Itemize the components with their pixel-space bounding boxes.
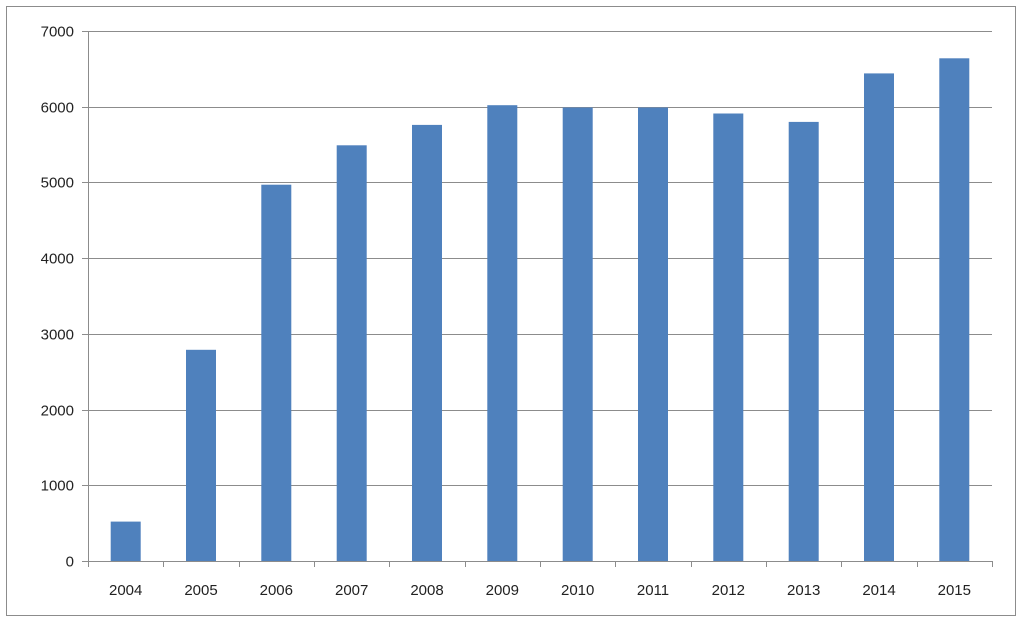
bar-2011 xyxy=(638,107,668,561)
bar-2013 xyxy=(788,121,819,562)
y-tick-label: 5000 xyxy=(41,175,74,192)
bar-2015 xyxy=(939,58,970,562)
bar-2009 xyxy=(487,105,518,561)
bar-2012 xyxy=(713,113,744,561)
bars xyxy=(110,58,970,562)
y-tick-label: 0 xyxy=(66,554,74,571)
y-tick-label: 2000 xyxy=(41,403,74,420)
x-tick-labels: 2004 2005 2006 2007 2008 2009 2010 2011 2012 2013… xyxy=(109,582,971,599)
x-tick-label: 2009 xyxy=(486,582,519,599)
x-tick-label: 2011 xyxy=(637,582,669,599)
bar-2007 xyxy=(336,145,367,562)
bar-2006 xyxy=(261,184,292,561)
x-tick-label: 2013 xyxy=(787,582,820,599)
x-tick-label: 2007 xyxy=(335,582,368,599)
y-tick-label: 3000 xyxy=(41,327,74,344)
x-tick-label: 2010 xyxy=(561,582,594,599)
bar-2004 xyxy=(110,521,141,561)
gridlines xyxy=(88,31,992,486)
x-tick-label: 2008 xyxy=(410,582,443,599)
chart-frame: 0 1000 2000 3000 4000 5000 6000 7000 2004 2005 20… xyxy=(6,6,1016,616)
axes xyxy=(82,31,993,567)
x-tick-label: 2005 xyxy=(184,582,217,599)
y-tick-labels: 0 1000 2000 3000 4000 5000 6000 7000 xyxy=(41,24,74,571)
y-tick-label: 1000 xyxy=(41,478,74,495)
x-tick-label: 2015 xyxy=(938,582,971,599)
bar-2008 xyxy=(412,124,442,562)
x-tick-label: 2012 xyxy=(712,582,745,599)
bar-2005 xyxy=(186,349,216,561)
y-tick-label: 4000 xyxy=(41,251,74,268)
y-tick-label: 6000 xyxy=(41,100,74,117)
bar-2014 xyxy=(864,73,894,562)
x-tick-label: 2014 xyxy=(862,582,895,599)
y-tick-label: 7000 xyxy=(41,24,74,41)
x-tick-label: 2006 xyxy=(260,582,293,599)
x-tick-label: 2004 xyxy=(109,582,142,599)
bar-2010 xyxy=(562,107,593,561)
